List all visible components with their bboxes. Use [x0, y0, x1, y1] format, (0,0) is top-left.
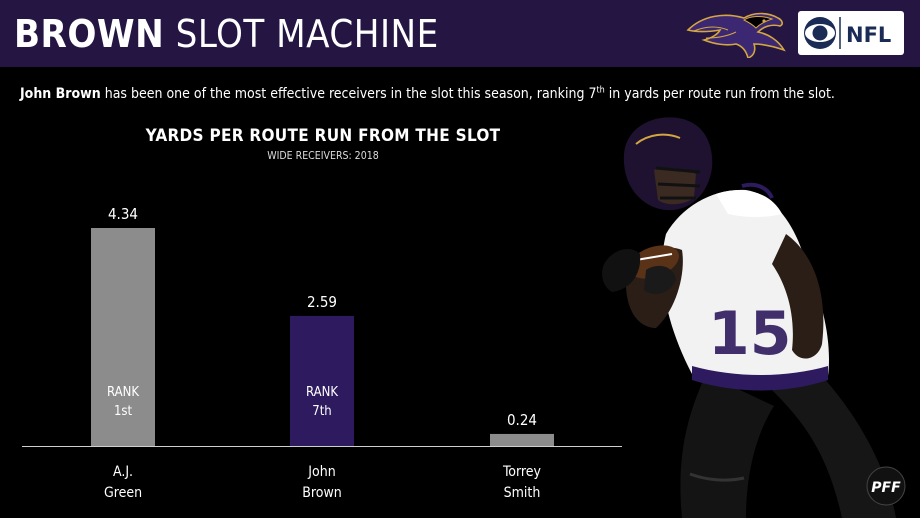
- bar-1: [290, 315, 354, 446]
- chart-subtitle: WIDE RECEIVERS: 2018: [267, 150, 379, 162]
- title-light: SLOT MACHINE: [164, 12, 439, 56]
- category-label-0-0: A.J.: [113, 464, 133, 480]
- category-label-2-0: Torrey: [502, 464, 542, 480]
- nfl-logo-text: NFL: [846, 23, 891, 47]
- rank-label-0-0: RANK: [107, 385, 139, 400]
- category-label-2-1: Smith: [504, 485, 541, 501]
- pff-logo-text: PFF: [871, 480, 901, 496]
- description-text: John Brown has been one of the most effe…: [20, 85, 835, 103]
- value-label-1: 2.59: [307, 293, 337, 311]
- svg-text:15: 15: [708, 299, 792, 369]
- rank-label-1-0: RANK: [306, 385, 338, 400]
- category-label-1-1: Brown: [302, 485, 342, 501]
- description-part-1: has been one of the most effective recei…: [100, 86, 597, 102]
- value-label-2: 0.24: [507, 411, 537, 429]
- rank-label-1-1: 7th: [312, 404, 331, 419]
- player-photo: 15: [602, 117, 896, 518]
- title-bold: BROWN: [14, 12, 165, 56]
- value-label-0: 4.34: [108, 205, 138, 223]
- cbs-eye-icon: [804, 17, 836, 49]
- cbs-nfl-logo: NFL: [798, 11, 904, 55]
- pff-logo-icon: PFF: [866, 466, 906, 506]
- page-title: BROWN SLOT MACHINE: [14, 12, 439, 56]
- description-part-2: in yards per route run from the slot.: [604, 86, 835, 102]
- category-label-0-1: Green: [104, 485, 142, 501]
- bar-0: [91, 228, 155, 446]
- rank-suffix: th: [596, 85, 605, 96]
- ravens-logo-icon: [686, 12, 786, 58]
- header-bar: BROWN SLOT MACHINE NFL: [0, 0, 920, 67]
- player-name: John Brown: [20, 86, 101, 102]
- category-label-1-0: John: [307, 464, 335, 480]
- bar-2: [490, 433, 554, 446]
- chart-title: YARDS PER ROUTE RUN FROM THE SLOT: [145, 126, 501, 146]
- rank-label-0-1: 1st: [114, 404, 133, 419]
